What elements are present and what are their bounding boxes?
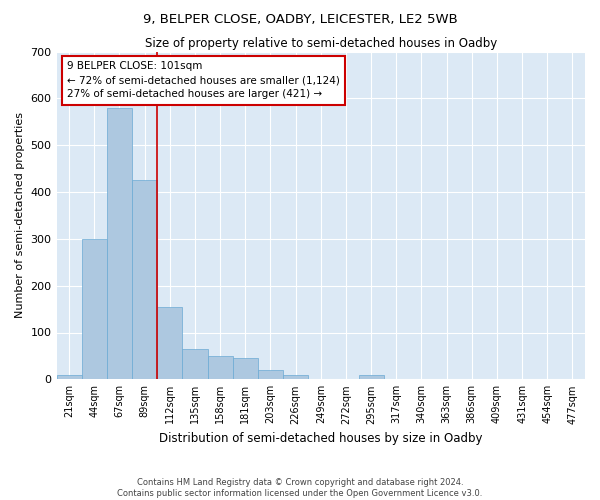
Bar <box>132 180 157 380</box>
Y-axis label: Number of semi-detached properties: Number of semi-detached properties <box>15 112 25 318</box>
Bar <box>208 356 233 380</box>
Bar <box>182 349 208 380</box>
Bar <box>283 374 308 380</box>
Title: Size of property relative to semi-detached houses in Oadby: Size of property relative to semi-detach… <box>145 38 497 51</box>
Bar <box>359 374 383 380</box>
Bar <box>107 108 132 380</box>
Bar <box>258 370 283 380</box>
Text: 9 BELPER CLOSE: 101sqm
← 72% of semi-detached houses are smaller (1,124)
27% of : 9 BELPER CLOSE: 101sqm ← 72% of semi-det… <box>67 62 340 100</box>
Text: 9, BELPER CLOSE, OADBY, LEICESTER, LE2 5WB: 9, BELPER CLOSE, OADBY, LEICESTER, LE2 5… <box>143 12 457 26</box>
X-axis label: Distribution of semi-detached houses by size in Oadby: Distribution of semi-detached houses by … <box>159 432 482 445</box>
Bar <box>233 358 258 380</box>
Bar <box>82 239 107 380</box>
Bar <box>157 307 182 380</box>
Text: Contains HM Land Registry data © Crown copyright and database right 2024.
Contai: Contains HM Land Registry data © Crown c… <box>118 478 482 498</box>
Bar <box>56 374 82 380</box>
